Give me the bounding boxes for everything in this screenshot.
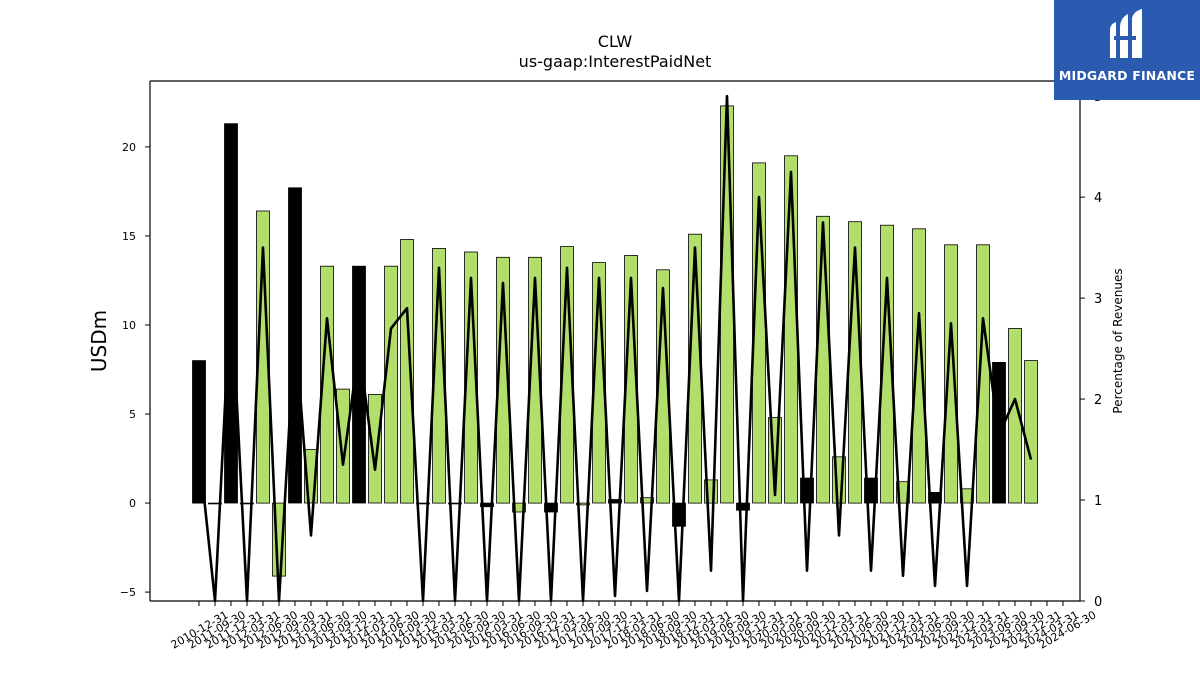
bar-2017-12-31 xyxy=(640,497,654,504)
bar-2011-03-31 xyxy=(208,502,222,505)
logo-text: MIDGARD FINANCE xyxy=(1058,68,1196,83)
bar-2021-09-30 xyxy=(880,224,894,504)
y2-axis-label: Percentage of Revenues xyxy=(1111,268,1125,413)
chart-subtitle: us-gaap:InterestPaidNet xyxy=(518,52,712,71)
y2-tick-label: 1 xyxy=(1094,494,1102,509)
y-tick-label: 0 xyxy=(129,497,136,510)
y2-tick-label: 3 xyxy=(1094,292,1102,307)
bar-2019-03-31 xyxy=(720,105,734,504)
y2-tick-label: 0 xyxy=(1094,595,1102,610)
bar-2014-12-31 xyxy=(448,502,462,505)
bar-2022-09-30 xyxy=(944,244,958,504)
bar-2013-09-30 xyxy=(368,393,382,504)
bar-2016-12-31 xyxy=(576,502,590,506)
bar-2015-12-31 xyxy=(512,502,526,513)
logo-mark-icon xyxy=(1110,9,1142,58)
y-tick-label: 15 xyxy=(122,230,136,243)
bar-2023-12-31 xyxy=(1024,360,1038,504)
percentage-of-revenues-line xyxy=(197,94,1033,603)
y-tick-label: 5 xyxy=(129,408,136,421)
bar-2014-03-31 xyxy=(400,239,414,504)
y2-tick-label: 4 xyxy=(1094,191,1102,206)
bar-2013-03-31 xyxy=(336,388,350,504)
y-tick-label: 10 xyxy=(122,319,136,332)
bar-2015-06-30 xyxy=(480,502,494,508)
midgard-finance-logo: MIDGARD FINANCE xyxy=(1054,0,1200,100)
bar-2017-06-30 xyxy=(608,499,622,504)
bar-2020-03-31 xyxy=(784,155,798,504)
bar-2015-09-30 xyxy=(496,256,510,504)
bar-2013-12-31 xyxy=(384,265,398,504)
y-tick-label: −5 xyxy=(120,586,136,599)
bar-2015-03-31 xyxy=(464,251,478,504)
bar-2010-12-31 xyxy=(192,360,206,504)
bar-2016-06-30 xyxy=(544,502,558,513)
chart-title: CLW xyxy=(597,32,633,51)
bar-2011-09-30 xyxy=(240,502,254,505)
bar-2020-09-30 xyxy=(816,215,830,504)
bar-2013-06-30 xyxy=(352,265,366,504)
y2-tick-label: 2 xyxy=(1094,393,1102,408)
y-tick-label: 20 xyxy=(122,141,136,154)
bar-2019-06-30 xyxy=(736,502,750,511)
bar-2022-03-31 xyxy=(912,228,926,504)
y-axis-label: USDm xyxy=(87,310,111,372)
bar-2011-12-31 xyxy=(256,210,270,504)
